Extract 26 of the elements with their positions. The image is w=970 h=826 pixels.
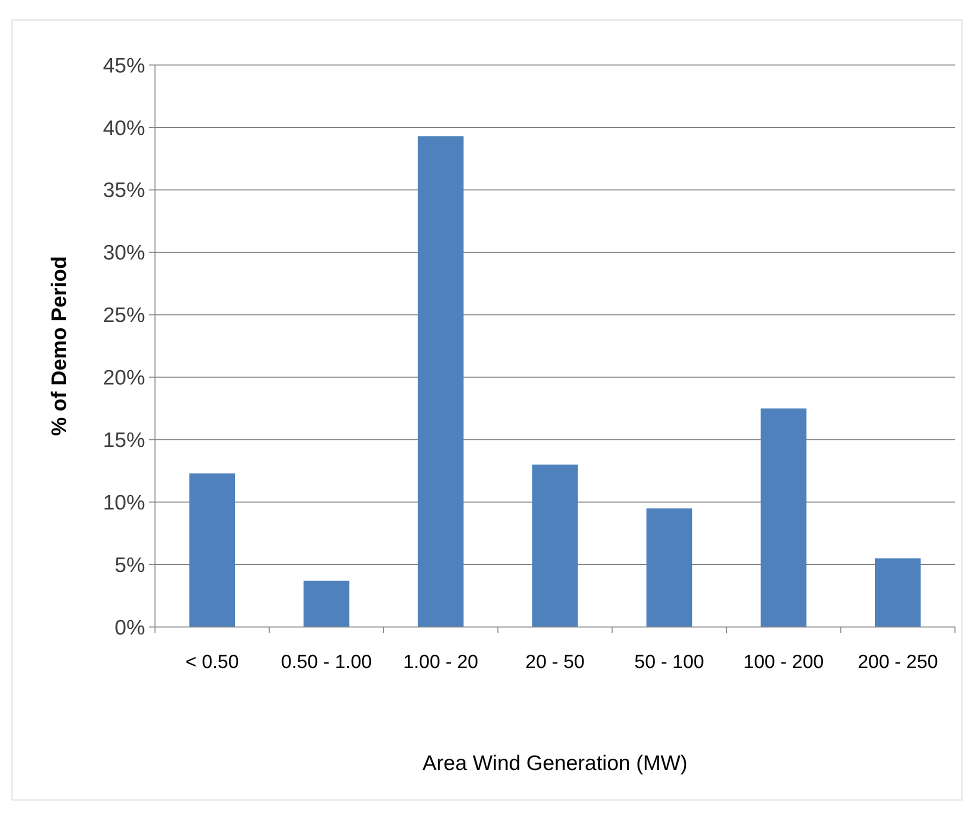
y-tick-label: 25% (102, 304, 145, 328)
bar (532, 464, 578, 627)
y-tick-label: 15% (102, 429, 145, 452)
y-tick-label: 5% (114, 554, 145, 577)
x-tick-label: 100 - 200 (743, 652, 824, 673)
y-tick-label: 35% (102, 179, 145, 202)
bar (304, 580, 350, 627)
x-tick-label: 50 - 100 (634, 652, 704, 673)
y-tick-label: 20% (102, 366, 145, 390)
bar (418, 136, 464, 627)
x-tick-label: 1.00 - 20 (403, 652, 478, 673)
x-tick-label: < 0.50 (185, 652, 239, 673)
y-tick-label: 45% (102, 54, 145, 78)
bar (189, 473, 235, 627)
bar (760, 408, 806, 627)
y-axis-title: % of Demo Period (48, 256, 71, 436)
y-tick-label: 40% (102, 116, 145, 140)
y-tick-label: 10% (102, 491, 145, 514)
y-tick-label: 30% (102, 242, 145, 265)
x-tick-label: 20 - 50 (525, 652, 585, 673)
y-tick-label: 0% (114, 616, 145, 640)
bar (875, 558, 921, 627)
x-tick-label: 200 - 250 (858, 652, 938, 673)
bar (646, 508, 692, 627)
x-tick-label: 0.50 - 1.00 (281, 652, 372, 673)
x-axis-title: Area Wind Generation (MW) (422, 752, 688, 775)
